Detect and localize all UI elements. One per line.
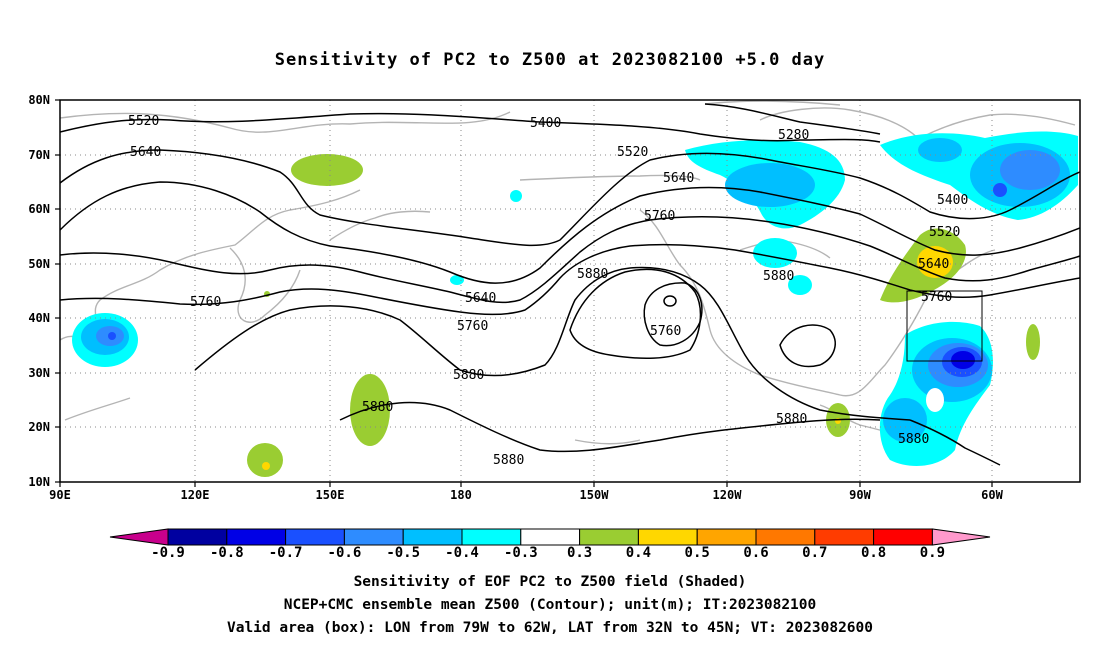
lat-label: 80N: [28, 93, 50, 107]
lon-label: 120W: [713, 488, 743, 502]
contour-label: 5760: [650, 324, 681, 339]
colorbar-tick-label: 0.7: [802, 545, 827, 561]
contour-label: 5760: [644, 209, 675, 224]
colorbar-arrow-low: [109, 528, 169, 546]
contour-label: 5760: [457, 319, 488, 334]
lon-axis-labels: 90E 120E 150E 180 150W 120W 90W 60W: [49, 488, 1003, 502]
caption-line-3: Valid area (box): LON from 79W to 62W, L…: [226, 620, 873, 636]
contour-label: 5880: [362, 400, 393, 415]
contour-label: 5640: [130, 145, 161, 160]
contour-label: 5640: [465, 291, 496, 306]
lat-label: 40N: [28, 311, 50, 325]
colorbar-tick-label: 0.3: [567, 545, 592, 561]
plot-frame: [59, 99, 1081, 483]
lat-label: 10N: [28, 475, 50, 489]
lat-axis-labels: 80N 70N 60N 50N 40N 30N 20N 10N: [28, 93, 50, 489]
caption-line-2: NCEP+CMC ensemble mean Z500 (Contour); u…: [283, 597, 817, 613]
valid-area-box: [906, 290, 983, 362]
colorbar-tick-label: -0.8: [210, 545, 244, 561]
colorbar-segment: [814, 528, 875, 546]
z500-contours: [60, 103, 1080, 466]
lat-label: 50N: [28, 257, 50, 271]
gridlines: [60, 100, 1080, 482]
colorbar-segment: [520, 528, 581, 546]
colorbar-segment: [402, 528, 463, 546]
colorbar-segment: [637, 528, 698, 546]
contour-label: 5520: [128, 114, 159, 129]
contour-label: 5400: [530, 116, 561, 131]
colorbar-segment: [167, 528, 228, 546]
colorbar-tick-label: 0.5: [685, 545, 710, 561]
contour-label: 5280: [778, 128, 809, 143]
contour-label: 5760: [190, 295, 221, 310]
contour-label: 5880: [453, 368, 484, 383]
colorbar-tick-label: 0.9: [920, 545, 945, 561]
lon-label: 60W: [981, 488, 1003, 502]
lon-label: 180: [450, 488, 472, 502]
contour-label: 5880: [493, 453, 524, 468]
colorbar-tick-label: -0.3: [504, 545, 538, 561]
colorbar-segment: [873, 528, 933, 546]
caption-line-1: Sensitivity of EOF PC2 to Z500 field (Sh…: [353, 574, 747, 590]
colorbar-tick-label: 0.6: [743, 545, 768, 561]
lon-label: 150W: [580, 488, 610, 502]
colorbar-tick-label: -0.9: [151, 545, 185, 561]
sensitivity-shading: [72, 131, 1078, 477]
contour-label: 5520: [929, 225, 960, 240]
lon-label: 150E: [316, 488, 345, 502]
contour-labels: 5520 5640 5760 5400 5280 5520 5640 5760 …: [128, 114, 968, 468]
colorbar-tick-label: -0.5: [386, 545, 420, 561]
lon-label: 90W: [849, 488, 871, 502]
contour-label: 5520: [617, 145, 648, 160]
colorbar-segment: [226, 528, 287, 546]
colorbar-segment: [755, 528, 816, 546]
plot-area: 5520 5640 5760 5400 5280 5520 5640 5760 …: [60, 100, 1080, 482]
contour-label: 5760: [921, 290, 952, 305]
contour-label: 5640: [663, 171, 694, 186]
lat-label: 20N: [28, 420, 50, 434]
colorbar-labels: -0.9 -0.8 -0.7 -0.6 -0.5 -0.4 -0.3 0.3 0.4 0.5 0.6…: [151, 545, 945, 561]
colorbar-segment: [461, 528, 522, 546]
colorbar-tick-label: 0.4: [626, 545, 651, 561]
lat-label: 60N: [28, 202, 50, 216]
contour-label: 5880: [763, 269, 794, 284]
colorbar-tick-label: 0.8: [861, 545, 886, 561]
colorbar-arrow-high: [931, 528, 991, 546]
colorbar-segment: [285, 528, 345, 546]
colorbar-segment: [579, 528, 639, 546]
colorbar-segment: [343, 528, 404, 546]
contour-label: 5640: [918, 257, 949, 272]
colorbar-tick-label: -0.4: [445, 545, 479, 561]
map-title: Sensitivity of PC2 to Z500 at 2023082100…: [274, 50, 826, 70]
colorbar-tick-label: -0.7: [269, 545, 303, 561]
contour-label: 5400: [937, 193, 968, 208]
colorbar-segment: [696, 528, 757, 546]
contour-label: 5880: [776, 412, 807, 427]
contour-label: 5880: [898, 432, 929, 447]
contour-label: 5880: [577, 267, 608, 282]
lat-label: 30N: [28, 366, 50, 380]
axis-ticks: [55, 99, 993, 487]
lon-label: 120E: [181, 488, 210, 502]
colorbar: [109, 528, 991, 546]
lat-label: 70N: [28, 148, 50, 162]
lon-label: 90E: [49, 488, 71, 502]
colorbar-tick-label: -0.6: [328, 545, 362, 561]
